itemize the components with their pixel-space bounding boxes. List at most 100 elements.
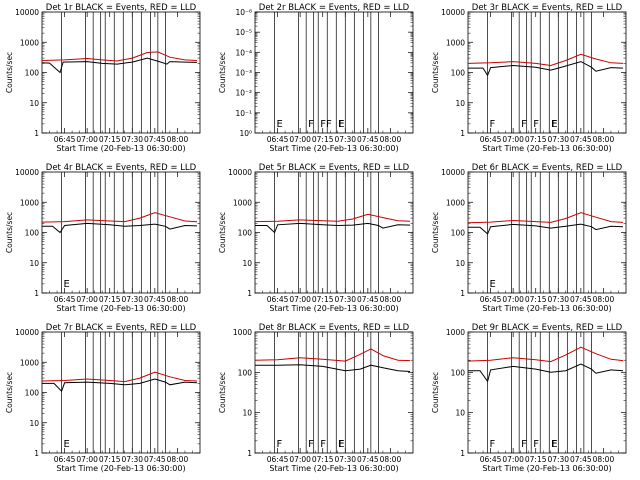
flag-marker: F bbox=[551, 439, 557, 450]
x-tick-label: 07:45 bbox=[570, 135, 592, 144]
y-tick-label: 100 bbox=[25, 69, 40, 78]
x-tick-label: 06:45 bbox=[54, 135, 76, 144]
x-tick-label: 07:00 bbox=[502, 455, 524, 464]
x-tick-label: 07:45 bbox=[144, 455, 166, 464]
panel-8: Det 8r BLACK = Events, RED = LLD 1 10 100 10… bbox=[218, 323, 414, 473]
flag-marker: F bbox=[533, 439, 539, 450]
panel-title: Det 5r BLACK = Events, RED = LLD bbox=[259, 163, 410, 173]
events-series-line bbox=[42, 378, 198, 393]
flag-marker: F bbox=[490, 439, 496, 450]
y-tick-label: 1000 bbox=[20, 38, 39, 47]
y-axis-label: Counts/sec bbox=[5, 372, 14, 413]
x-tick-label: 07:15 bbox=[99, 295, 121, 304]
plot-frame bbox=[254, 11, 414, 134]
panel-title: Det 9r BLACK = Events, RED = LLD bbox=[472, 323, 623, 333]
y-tick-label: 1000 bbox=[446, 328, 465, 337]
flag-marker: F bbox=[338, 119, 344, 130]
y-tick-label: 10000 bbox=[441, 168, 465, 177]
lld-series-line bbox=[41, 212, 198, 223]
x-tick-label: 07:15 bbox=[525, 295, 547, 304]
x-tick-label: 08:00 bbox=[380, 295, 402, 304]
y-tick-label: 1 bbox=[460, 289, 465, 298]
events-series-line bbox=[255, 364, 411, 372]
y-tick-label: 10000 bbox=[228, 168, 252, 177]
lld-series-line bbox=[254, 348, 411, 362]
events-series-line bbox=[41, 57, 198, 74]
y-axis-label: Counts/sec bbox=[218, 212, 227, 253]
flag-marker: F bbox=[551, 439, 557, 450]
flag-marker: F bbox=[533, 119, 539, 130]
x-tick-label: 07:15 bbox=[525, 135, 547, 144]
y-tick-label: 1000 bbox=[20, 198, 39, 207]
x-tick-label: 07:15 bbox=[525, 455, 547, 464]
panel-1: Det 1r BLACK = Events, RED = LLD 1 10 100 10… bbox=[5, 3, 201, 153]
plot-frame bbox=[41, 331, 201, 454]
y-tick-label: 1 bbox=[460, 129, 465, 138]
y-tick-label: 100 bbox=[451, 69, 466, 78]
x-tick-label: 07:00 bbox=[502, 135, 524, 144]
plot-frame bbox=[41, 11, 201, 134]
y-tick-label: 10 bbox=[455, 99, 465, 108]
events-series-line bbox=[468, 363, 624, 383]
flag-marker: F bbox=[338, 119, 344, 130]
y-tick-label: 1000 bbox=[20, 358, 39, 367]
x-tick-label: 07:30 bbox=[547, 455, 569, 464]
y-tick-label: 1000 bbox=[233, 198, 252, 207]
panel-6: Det 6r BLACK = Events, RED = LLD 1 10 100 10… bbox=[431, 163, 627, 313]
flag-marker: F bbox=[521, 439, 527, 450]
x-axis-label: Start Time (20-Feb-13 06:30:00) bbox=[269, 304, 398, 313]
flag-marker: F bbox=[551, 119, 557, 130]
x-tick-label: 08:00 bbox=[593, 135, 615, 144]
x-tick-label: 08:00 bbox=[380, 455, 402, 464]
y-tick-label: 1 bbox=[34, 129, 39, 138]
y-tick-label: 10 bbox=[29, 259, 39, 268]
x-axis-label: Start Time (20-Feb-13 06:30:00) bbox=[482, 464, 611, 473]
flag-marker: F bbox=[338, 439, 344, 450]
y-tick-label: 10 bbox=[242, 259, 252, 268]
x-tick-label: 06:45 bbox=[480, 135, 502, 144]
y-tick-label: 100 bbox=[451, 368, 466, 377]
x-tick-label: 07:30 bbox=[334, 135, 356, 144]
y-tick-label: 1 bbox=[247, 449, 252, 458]
lld-series-line bbox=[467, 346, 624, 363]
flag-marker: F bbox=[320, 439, 326, 450]
y-tick-label: 10 bbox=[242, 409, 252, 418]
flag-marker: E bbox=[338, 439, 344, 450]
plot-frame bbox=[254, 331, 414, 454]
y-tick-label: 10⁻⁴ bbox=[235, 48, 252, 57]
x-tick-label: 07:00 bbox=[76, 295, 98, 304]
x-tick-label: 08:00 bbox=[167, 135, 189, 144]
x-tick-label: 07:15 bbox=[312, 135, 334, 144]
lld-series-line bbox=[41, 51, 198, 62]
panel-7: Det 7r BLACK = Events, RED = LLD 1 10 100 10… bbox=[5, 323, 201, 473]
x-tick-label: 07:30 bbox=[334, 455, 356, 464]
x-axis-label: Start Time (20-Feb-13 06:30:00) bbox=[482, 144, 611, 153]
x-tick-label: 07:00 bbox=[289, 295, 311, 304]
x-axis-label: Start Time (20-Feb-13 06:30:00) bbox=[56, 464, 185, 473]
panel-3: Det 3r BLACK = Events, RED = LLD 1 10 100 10… bbox=[431, 3, 627, 153]
x-tick-label: 08:00 bbox=[167, 455, 189, 464]
panel-title: Det 4r BLACK = Events, RED = LLD bbox=[46, 163, 197, 173]
x-tick-label: 08:00 bbox=[593, 295, 615, 304]
y-tick-label: 10⁻² bbox=[235, 89, 252, 98]
panel-title: Det 7r BLACK = Events, RED = LLD bbox=[46, 323, 197, 333]
y-axis-label: Counts/sec bbox=[431, 372, 440, 413]
y-axis-label: Counts/sec bbox=[218, 52, 227, 93]
flag-marker: F bbox=[551, 119, 557, 130]
flag-marker: F bbox=[338, 439, 344, 450]
x-tick-label: 07:00 bbox=[289, 135, 311, 144]
flag-marker: F bbox=[490, 119, 496, 130]
y-tick-label: 1 bbox=[34, 289, 39, 298]
y-tick-label: 1 bbox=[460, 449, 465, 458]
x-tick-label: 07:30 bbox=[121, 455, 143, 464]
x-tick-label: 08:00 bbox=[167, 295, 189, 304]
lld-series-line bbox=[467, 212, 624, 224]
x-tick-label: 06:45 bbox=[480, 295, 502, 304]
x-tick-label: 07:45 bbox=[357, 135, 379, 144]
x-axis-label: Start Time (20-Feb-13 06:30:00) bbox=[56, 304, 185, 313]
flag-marker: F bbox=[551, 439, 557, 450]
x-tick-label: 07:00 bbox=[76, 135, 98, 144]
panel-title: Det 1r BLACK = Events, RED = LLD bbox=[46, 3, 197, 13]
flag-marker: E bbox=[64, 439, 70, 450]
